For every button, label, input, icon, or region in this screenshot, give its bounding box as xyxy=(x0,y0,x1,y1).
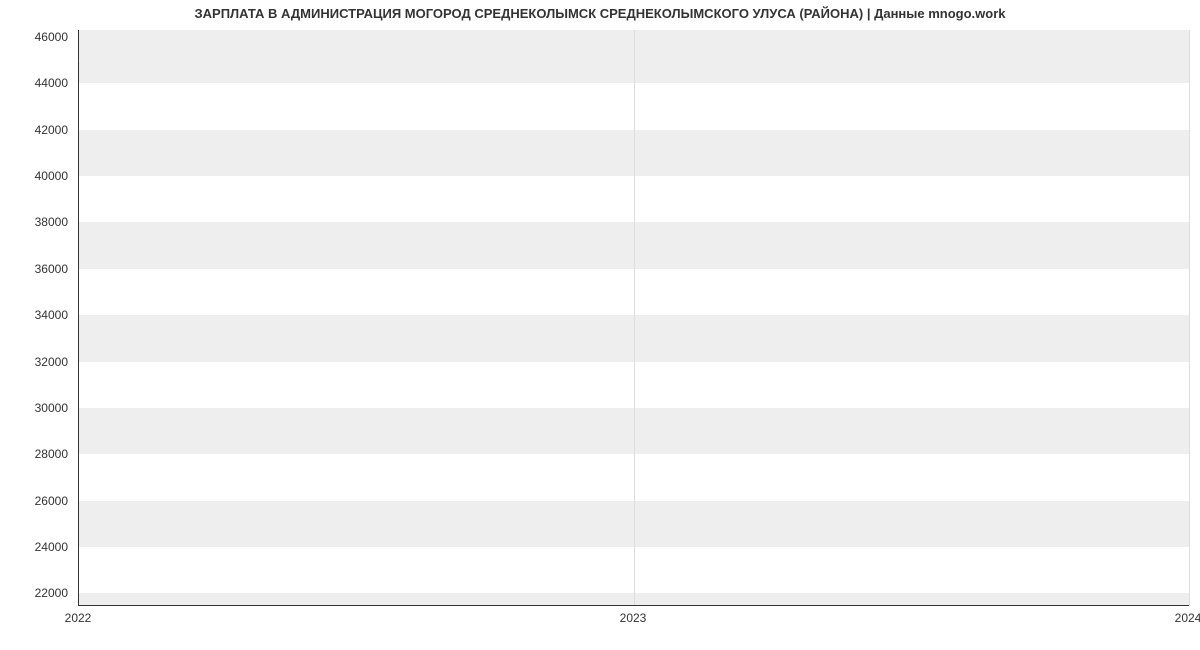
y-tick-label: 30000 xyxy=(0,401,68,415)
y-tick-label: 26000 xyxy=(0,494,68,508)
x-tick-label: 2022 xyxy=(65,611,92,625)
y-tick-label: 24000 xyxy=(0,540,68,554)
y-tick-label: 42000 xyxy=(0,123,68,137)
y-tick-label: 32000 xyxy=(0,355,68,369)
y-tick-label: 40000 xyxy=(0,169,68,183)
grid-vline xyxy=(1189,30,1190,605)
y-tick-label: 34000 xyxy=(0,308,68,322)
y-tick-label: 28000 xyxy=(0,447,68,461)
y-tick-label: 22000 xyxy=(0,586,68,600)
y-tick-label: 44000 xyxy=(0,76,68,90)
y-tick-label: 36000 xyxy=(0,262,68,276)
salary-chart: ЗАРПЛАТА В АДМИНИСТРАЦИЯ МОГОРОД СРЕДНЕК… xyxy=(0,0,1200,650)
x-tick-label: 2023 xyxy=(620,611,647,625)
chart-title: ЗАРПЛАТА В АДМИНИСТРАЦИЯ МОГОРОД СРЕДНЕК… xyxy=(0,6,1200,21)
x-tick-label: 2024 xyxy=(1175,611,1200,625)
y-tick-label: 46000 xyxy=(0,30,68,44)
y-tick-label: 38000 xyxy=(0,215,68,229)
grid-vline xyxy=(634,30,635,605)
plot-area xyxy=(78,30,1189,606)
